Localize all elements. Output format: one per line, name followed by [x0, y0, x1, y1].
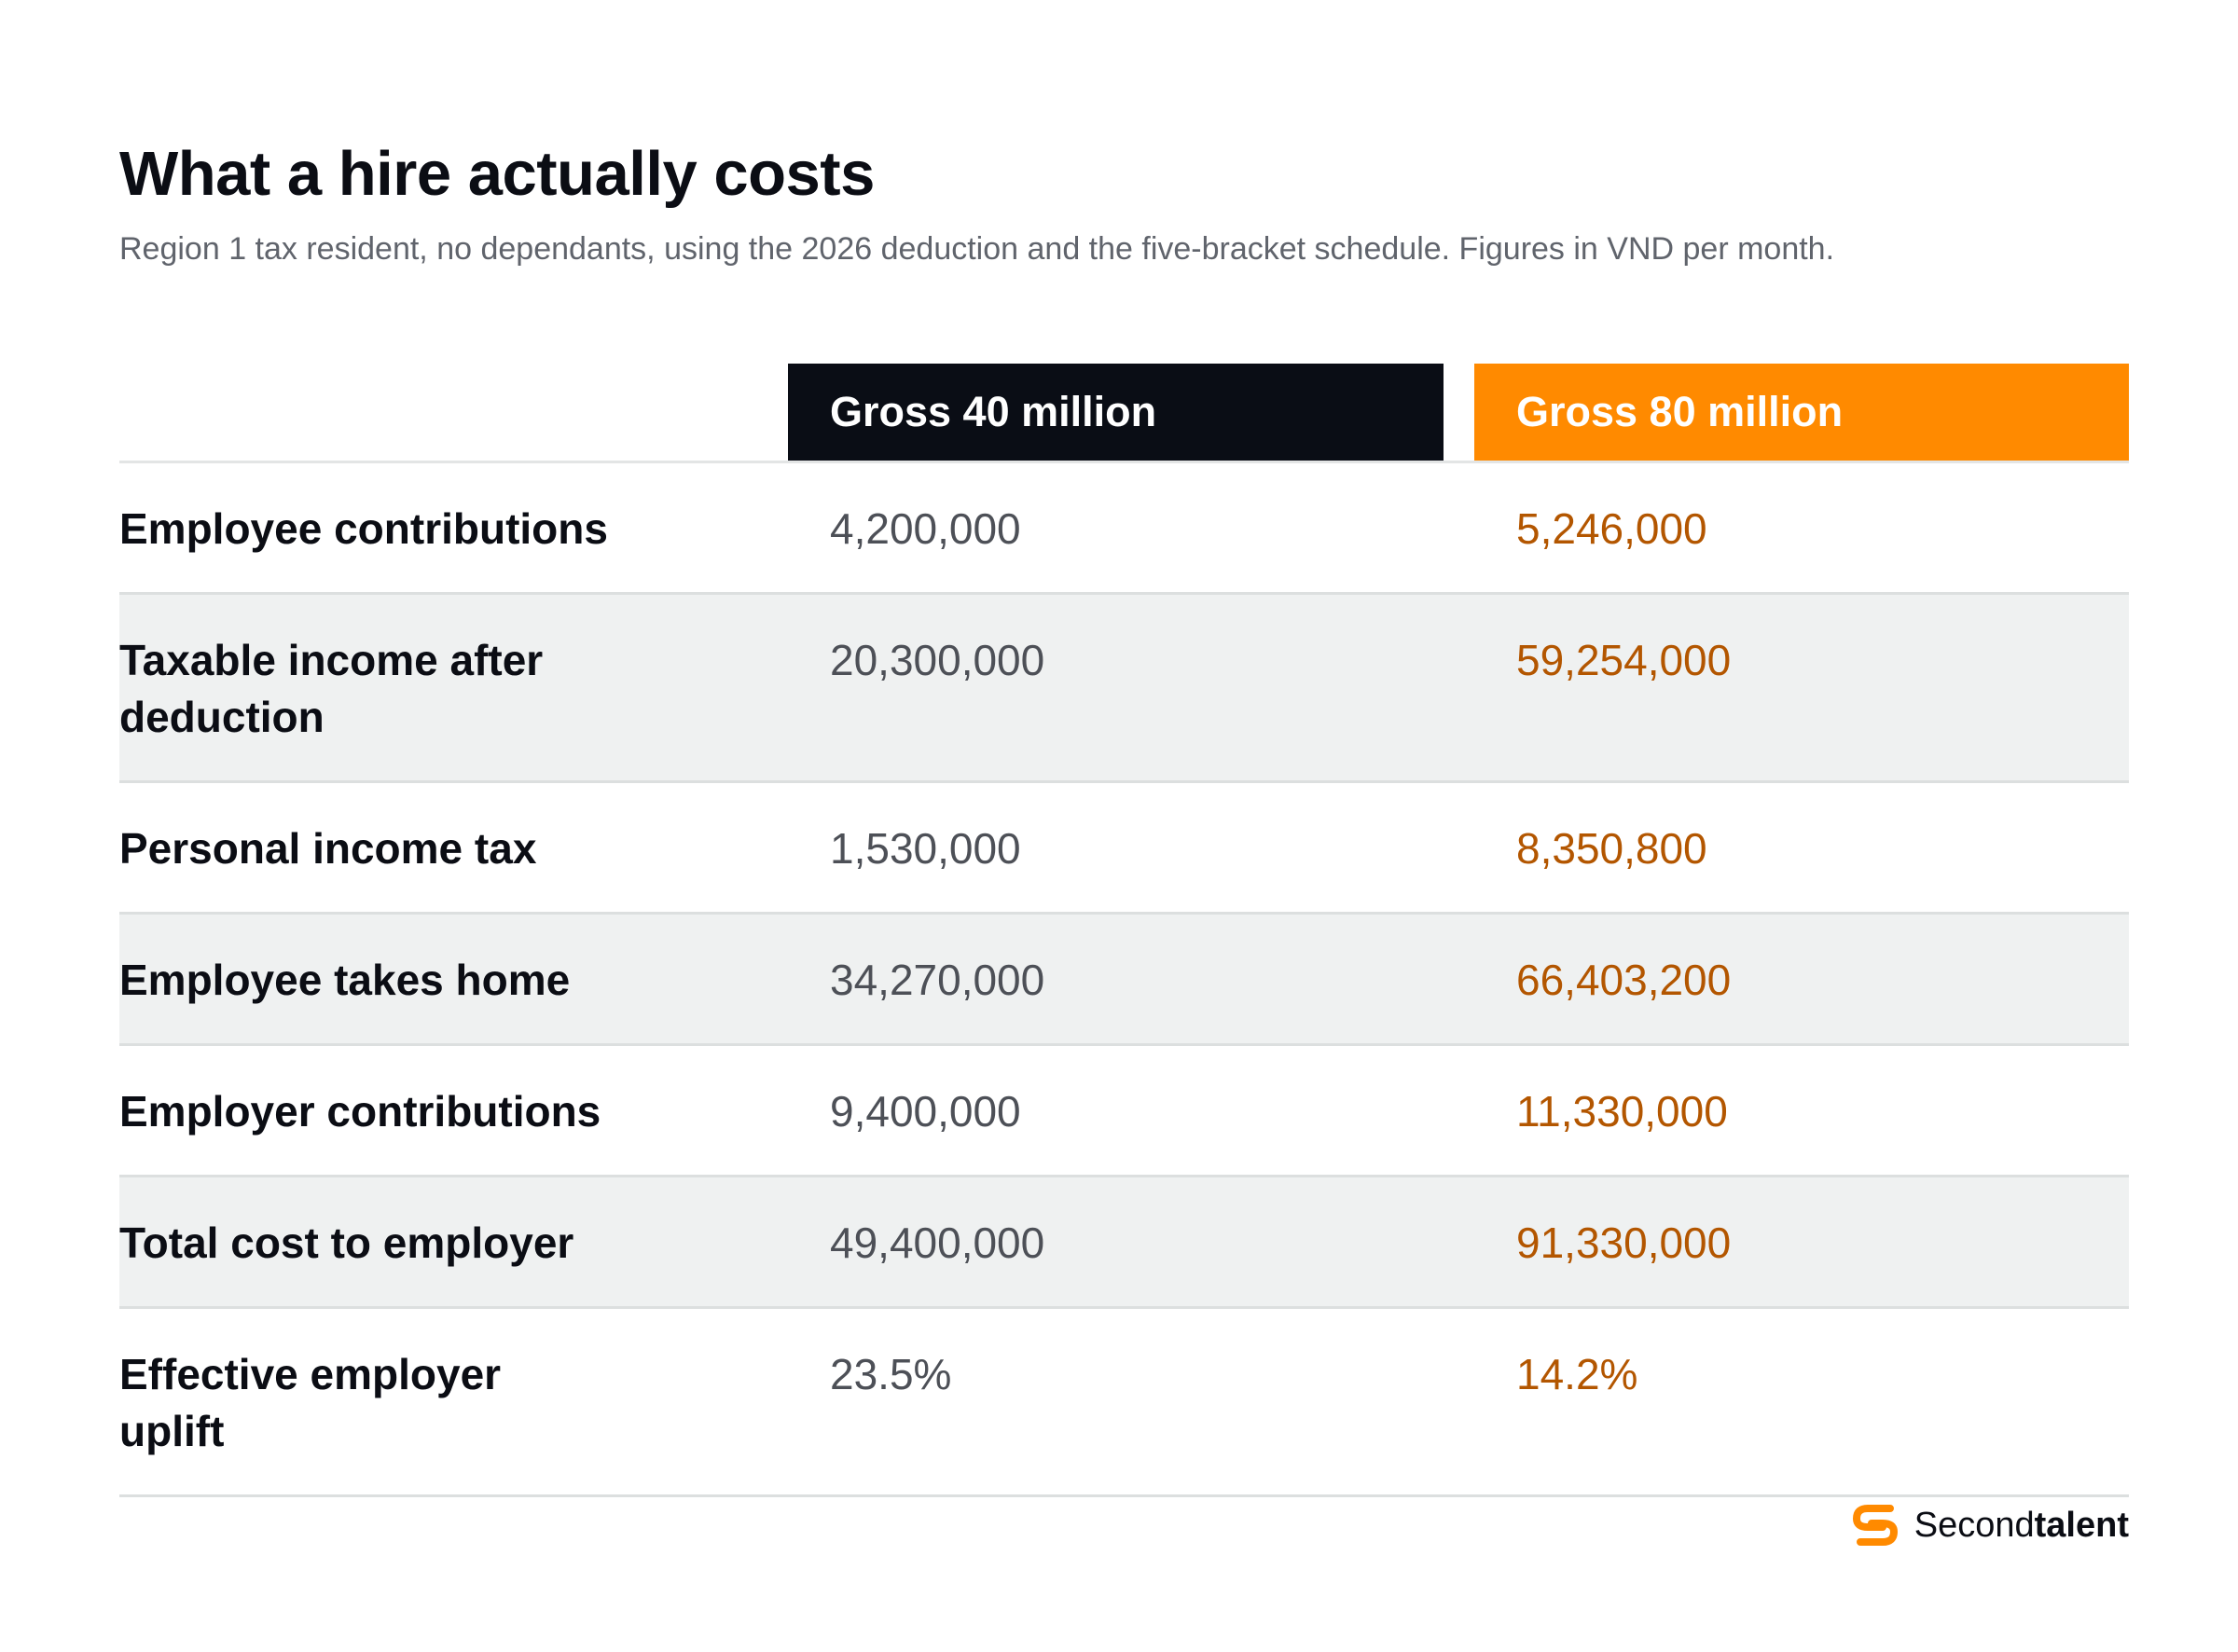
table-row: Employee contributions 4,200,000 5,246,0…	[119, 463, 2129, 595]
value-gross-80: 91,330,000	[1516, 1218, 1732, 1267]
row-label: Employee contributions	[119, 504, 608, 553]
table-row: Total cost to employer 49,400,000 91,330…	[119, 1177, 2129, 1309]
value-gross-40: 1,530,000	[830, 824, 1021, 873]
row-label: Employee takes home	[119, 956, 571, 1004]
row-label: Taxable income after deduction	[119, 636, 544, 741]
value-gross-40: 4,200,000	[830, 504, 1021, 553]
value-gross-80: 11,330,000	[1516, 1087, 1728, 1136]
page-subtitle: Region 1 tax resident, no dependants, us…	[119, 231, 1835, 267]
column-header-gross-80: Gross 80 million	[1474, 364, 2129, 461]
table-header-row: Gross 40 million Gross 80 million	[119, 364, 2129, 463]
row-label: Employer contributions	[119, 1087, 601, 1136]
brand-name-bold: talent	[2034, 1505, 2129, 1545]
value-gross-40: 34,270,000	[830, 956, 1045, 1004]
value-gross-40: 23.5%	[830, 1350, 952, 1398]
value-gross-40: 9,400,000	[830, 1087, 1021, 1136]
brand-name-regular: Second	[1913, 1505, 2035, 1545]
table-row: Employee takes home 34,270,000 66,403,20…	[119, 915, 2129, 1046]
value-gross-40: 20,300,000	[830, 636, 1045, 684]
page: What a hire actually costs Region 1 tax …	[119, 0, 2129, 1652]
table-row: Effective employer uplift 23.5% 14.2%	[119, 1309, 2129, 1497]
row-label: Total cost to employer	[119, 1218, 574, 1267]
value-gross-80: 14.2%	[1516, 1350, 1638, 1398]
row-label: Personal income tax	[119, 824, 537, 873]
row-label: Effective employer uplift	[119, 1350, 502, 1455]
brand-logo: Secondtalent	[1849, 1499, 2129, 1551]
value-gross-80: 5,246,000	[1516, 504, 1707, 553]
table-row: Taxable income after deduction 20,300,00…	[119, 595, 2129, 783]
value-gross-80: 66,403,200	[1516, 956, 1732, 1004]
brand-name: Secondtalent	[1914, 1506, 2129, 1546]
value-gross-80: 59,254,000	[1516, 636, 1732, 684]
column-header-gross-40: Gross 40 million	[788, 364, 1444, 461]
table-row: Personal income tax 1,530,000 8,350,800	[119, 783, 2129, 915]
page-title: What a hire actually costs	[119, 139, 875, 209]
value-gross-80: 8,350,800	[1516, 824, 1707, 873]
value-gross-40: 49,400,000	[830, 1218, 1045, 1267]
table-row: Employer contributions 9,400,000 11,330,…	[119, 1046, 2129, 1177]
secondtalent-logo-icon	[1852, 1505, 1898, 1546]
cost-table: Gross 40 million Gross 80 million Employ…	[119, 364, 2129, 1497]
